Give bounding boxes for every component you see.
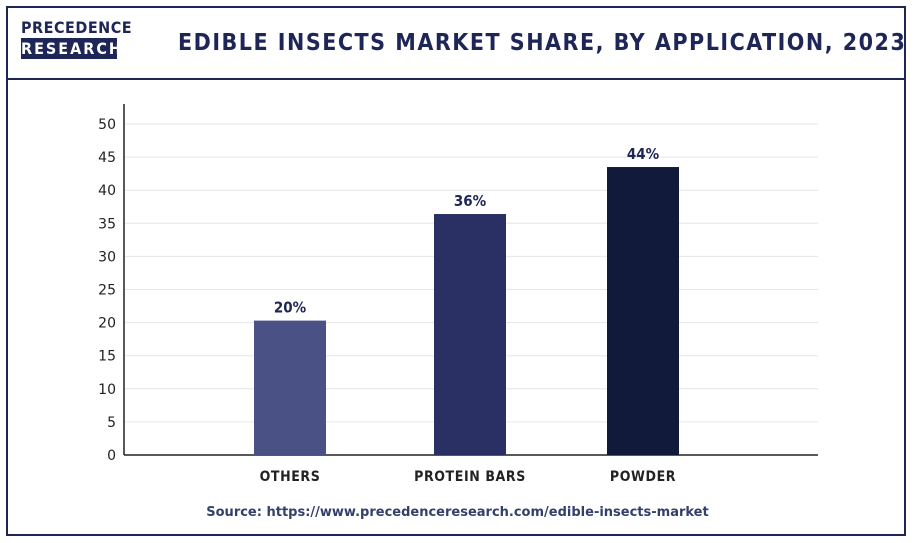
- x-tick-label: OTHERS: [260, 469, 321, 485]
- bar-powder: [607, 167, 679, 455]
- bar-protein-bars: [434, 214, 506, 455]
- logo-text-top: PRECEDENCE: [21, 18, 133, 39]
- y-tick-label: 35: [98, 216, 116, 232]
- brand-logo: PRECEDENCE RESEARCH: [21, 18, 133, 59]
- data-label: 36%: [454, 192, 487, 210]
- y-tick-label: 5: [107, 415, 116, 431]
- bar-others: [254, 320, 326, 455]
- logo-text-bottom: RESEARCH: [21, 39, 123, 59]
- x-tick-label: POWDER: [610, 469, 676, 485]
- y-tick-label: 20: [98, 316, 116, 332]
- source-note: Source: https://www.precedenceresearch.c…: [206, 505, 709, 520]
- y-tick-label: 50: [98, 117, 116, 133]
- y-tick-label: 45: [98, 150, 116, 166]
- header: PRECEDENCE RESEARCH EDIBLE INSECTS MARKE…: [8, 8, 915, 80]
- y-tick-label: 15: [98, 349, 116, 365]
- y-tick-label: 30: [98, 249, 116, 265]
- x-tick-label: PROTEIN BARS: [414, 469, 526, 485]
- chart-title: EDIBLE INSECTS MARKET SHARE, BY APPLICAT…: [178, 30, 915, 56]
- data-label: 20%: [274, 299, 307, 317]
- y-tick-label: 25: [98, 283, 116, 299]
- y-tick-label: 40: [98, 183, 116, 199]
- data-label: 44%: [627, 145, 660, 163]
- y-tick-label: 0: [107, 448, 116, 464]
- y-tick-label: 10: [98, 382, 116, 398]
